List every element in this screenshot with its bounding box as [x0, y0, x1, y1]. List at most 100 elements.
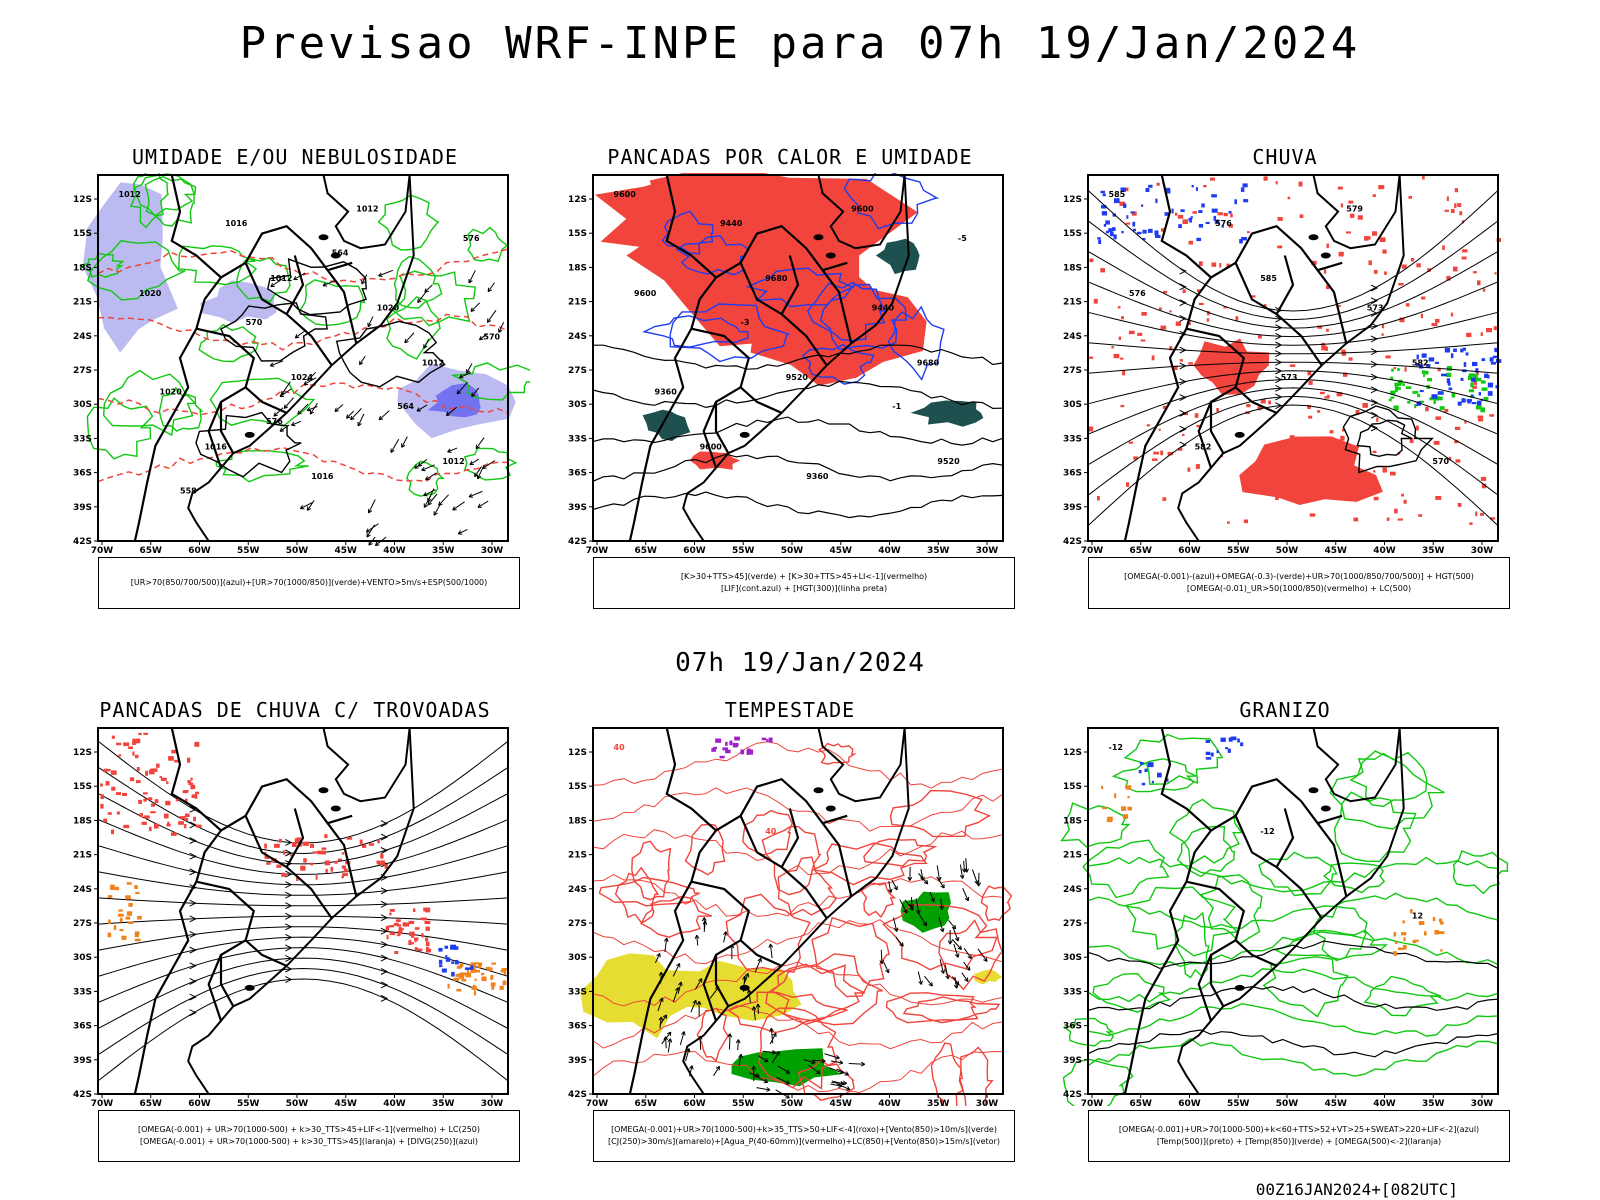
country-border — [1123, 829, 1212, 1095]
rain-cell — [1482, 288, 1486, 292]
vector-head — [755, 1003, 761, 1008]
vector-head — [844, 1071, 850, 1076]
wind-vector — [848, 1063, 865, 1065]
rain-cell — [1317, 410, 1321, 413]
rain-cell — [1386, 517, 1390, 521]
temperature-850-contour — [1087, 892, 1499, 930]
rain-cell — [1308, 415, 1313, 419]
lat-label: 33S — [568, 434, 587, 444]
streamline-arrow — [1179, 362, 1187, 370]
vector-head — [303, 380, 308, 385]
rain-cell — [1476, 370, 1479, 376]
convective-cell — [470, 963, 474, 966]
vector-head — [309, 410, 315, 415]
thunderstorm-cell — [421, 933, 424, 938]
lon-label: 35W — [432, 1099, 455, 1106]
omega-strong-cell — [1394, 383, 1400, 386]
vector-head — [860, 1061, 866, 1067]
rain-cell — [1341, 349, 1346, 353]
severe-cell — [748, 749, 754, 755]
lon-label: 40W — [878, 546, 901, 553]
thunderstorm-cell — [325, 868, 328, 873]
rain-cell — [1125, 222, 1131, 225]
omega-cell — [1487, 374, 1490, 379]
lifted-index-contour — [661, 210, 714, 255]
wind-vector — [713, 1066, 720, 1076]
contour-label: 40 — [765, 827, 777, 836]
severe-cell — [740, 749, 745, 755]
contour-label: -12 — [1109, 743, 1123, 752]
vector-head — [771, 1050, 777, 1055]
wind-vector — [346, 410, 355, 419]
divergence-cell — [445, 957, 451, 962]
rain-cell — [1489, 414, 1494, 417]
thunderstorm-cell — [184, 817, 189, 821]
streamline-arrow — [1179, 267, 1187, 275]
map-geography — [133, 727, 415, 1095]
strong-omega-cell — [1440, 949, 1443, 952]
rain-cell — [1289, 364, 1296, 367]
rain-cell — [1319, 391, 1325, 395]
vector-head — [659, 997, 664, 1002]
lon-label: 55W — [237, 546, 260, 553]
omega-cell — [1243, 199, 1249, 203]
country-border — [665, 174, 848, 279]
precipitable-water-contour — [797, 1059, 855, 1102]
rain-cell — [1133, 456, 1138, 460]
convective-cell — [134, 931, 140, 935]
wind-vector — [270, 277, 285, 288]
wind-vector — [762, 1050, 776, 1054]
thunderstorm-cell — [171, 749, 177, 754]
wind-vector — [471, 387, 480, 397]
rain-cell — [1235, 316, 1239, 321]
omega-strong-cell — [1414, 404, 1417, 409]
lat-label: 30S — [1063, 400, 1082, 410]
rain-cell — [1378, 185, 1385, 190]
wind-vector — [951, 938, 962, 950]
lat-label: 39S — [73, 1056, 92, 1066]
convective-cell — [501, 968, 508, 971]
vector-head — [918, 980, 923, 985]
temperature-850-contour — [1313, 905, 1368, 962]
omega-strong-cell — [1481, 387, 1488, 391]
lat-label: 42S — [73, 1090, 92, 1100]
rain-area — [1193, 338, 1270, 395]
thunderstorm-cell — [179, 816, 186, 820]
vector-head — [469, 460, 474, 466]
wind-vector — [939, 959, 945, 974]
convective-cell — [121, 936, 127, 940]
wind-vector — [404, 332, 415, 344]
thunderstorm-cell — [105, 781, 110, 786]
lat-label: 39S — [73, 503, 92, 513]
omega-cell — [1120, 187, 1126, 192]
lake — [825, 805, 836, 812]
convective-cell — [455, 973, 460, 977]
streamline-arrow — [1370, 284, 1379, 292]
omega-cell — [1416, 354, 1419, 360]
wind-vector — [954, 976, 958, 989]
hail-cell — [1205, 739, 1211, 743]
omega-strong-cell — [1393, 405, 1399, 411]
severe-cell — [734, 736, 740, 741]
vector-head — [939, 927, 945, 933]
rain-cell — [1368, 260, 1372, 266]
vector-head — [417, 298, 422, 303]
contour-label: 570 — [246, 318, 263, 327]
thunderstorm-cell — [380, 860, 385, 865]
rain-cell — [1342, 428, 1345, 432]
thunderstorm-cell — [154, 825, 157, 829]
lon-label: 45W — [830, 546, 853, 553]
thunderstorm-cell — [130, 777, 135, 782]
lifted-index-contour — [675, 235, 750, 276]
thunderstorm-cell — [424, 921, 431, 924]
divergence-cell — [438, 947, 443, 952]
streamline-arrow — [189, 962, 197, 970]
rain-cell — [1119, 201, 1125, 206]
wind-vector — [963, 961, 971, 971]
temperature-850-contour — [1199, 874, 1263, 945]
omega-cell — [1450, 353, 1454, 359]
streamline-arrow — [1179, 378, 1187, 386]
rain-cell — [1459, 211, 1463, 216]
contour-label: 40 — [614, 743, 626, 752]
lake — [318, 234, 329, 241]
